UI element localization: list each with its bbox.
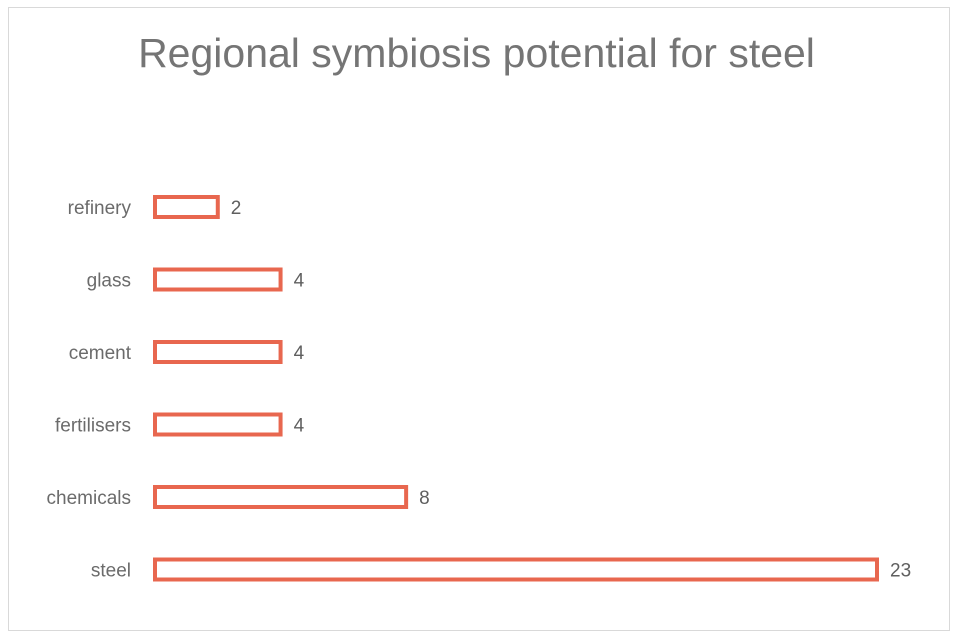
chart-area — [8, 7, 950, 631]
bar-chemicals — [153, 485, 409, 509]
category-label-fertilisers: fertilisers — [55, 416, 131, 437]
bar-cement — [153, 340, 283, 364]
category-label-chemicals: chemicals — [47, 488, 131, 509]
bar-glass — [153, 267, 283, 292]
value-label-chemicals: 8 — [419, 488, 430, 509]
bar-steel — [153, 557, 879, 582]
category-label-cement: cement — [69, 343, 132, 364]
value-label-cement: 4 — [294, 343, 305, 364]
bar-refinery — [153, 195, 220, 219]
value-label-glass: 4 — [294, 271, 305, 292]
category-label-steel: steel — [91, 561, 131, 582]
bar-fertilisers — [153, 412, 283, 437]
value-label-refinery: 2 — [231, 198, 242, 219]
value-label-steel: 23 — [890, 561, 911, 582]
value-label-fertilisers: 4 — [294, 416, 305, 437]
category-label-glass: glass — [87, 271, 131, 292]
chart-title: Regional symbiosis potential for steel — [138, 30, 815, 76]
category-label-refinery: refinery — [68, 198, 132, 219]
